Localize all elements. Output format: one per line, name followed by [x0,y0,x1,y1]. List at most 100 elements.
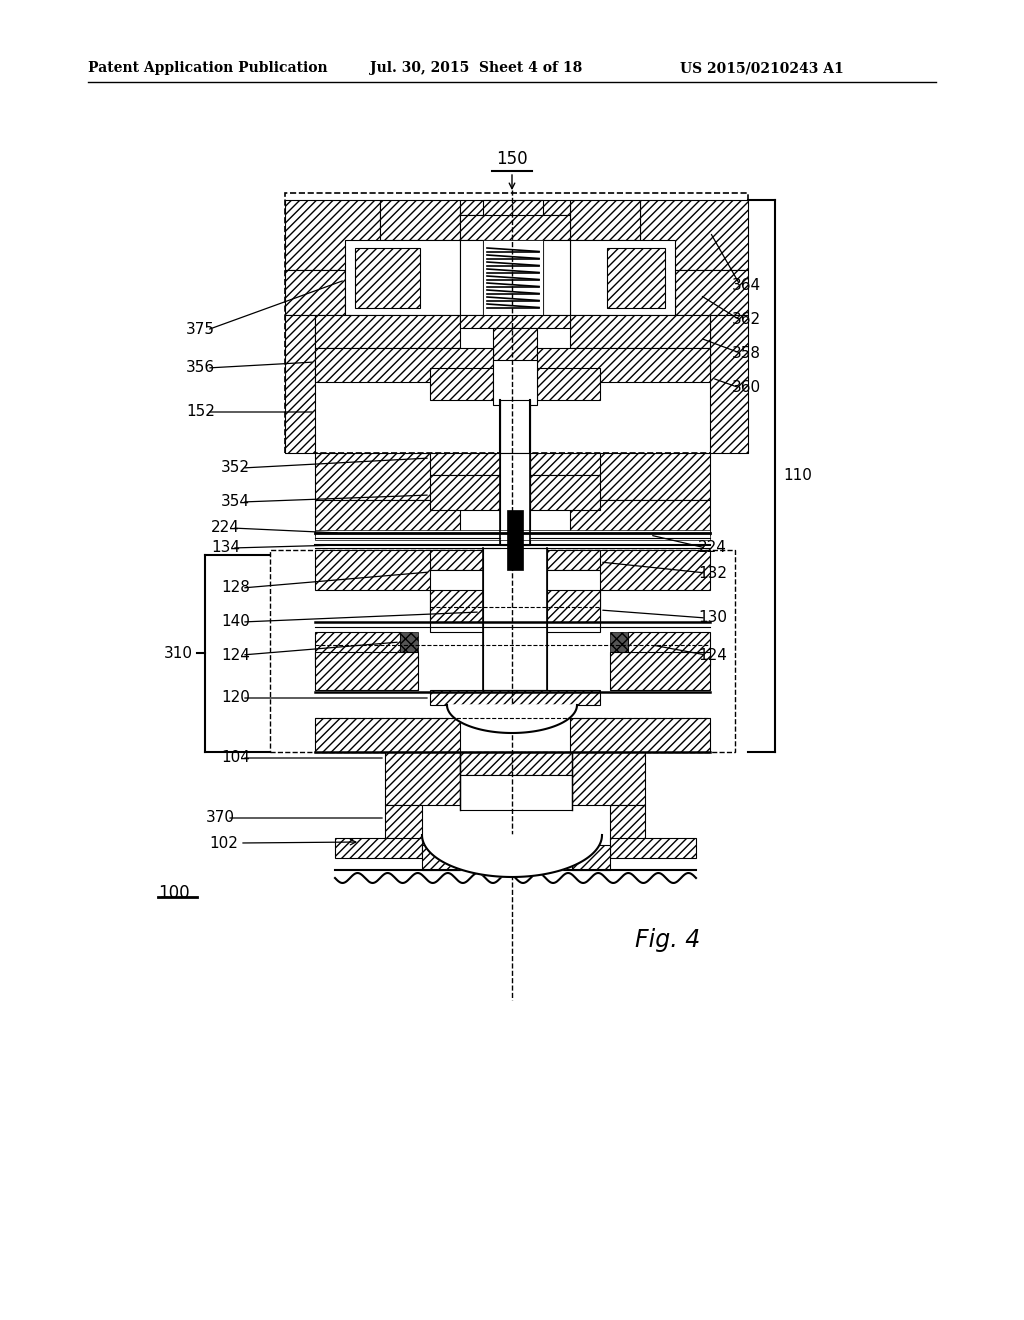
Bar [610,652,710,690]
Bar [385,752,460,805]
Bar [675,271,748,315]
Bar [285,193,748,453]
Text: 370: 370 [206,810,234,825]
Bar [460,201,570,215]
Bar [315,453,460,500]
Bar [572,845,610,870]
Bar [628,632,710,665]
Polygon shape [447,705,577,733]
Text: US 2015/0210243 A1: US 2015/0210243 A1 [680,61,844,75]
Bar [315,550,460,590]
Bar [570,201,640,240]
Bar [400,632,418,652]
Bar [460,240,483,315]
Bar [570,500,710,535]
Bar [430,453,500,475]
Bar [607,248,665,308]
Text: 362: 362 [732,313,761,327]
Bar [335,838,422,858]
Bar [572,752,645,805]
Bar [355,248,420,308]
Bar [385,805,422,843]
Text: 110: 110 [783,469,812,483]
Text: 124: 124 [698,648,727,663]
Bar [315,531,710,540]
Bar [285,201,380,271]
Bar [530,475,600,510]
Bar [543,240,570,315]
Bar [610,632,628,652]
Bar [315,500,460,535]
Text: 224: 224 [698,540,727,556]
Text: 130: 130 [698,610,727,626]
Text: 352: 352 [221,461,250,475]
Text: 120: 120 [221,690,250,705]
Text: Jul. 30, 2015  Sheet 4 of 18: Jul. 30, 2015 Sheet 4 of 18 [370,61,583,75]
Bar [710,315,748,453]
Bar [537,348,710,381]
Bar [285,271,345,315]
Bar [530,453,600,475]
Bar [460,775,572,810]
Bar [610,838,696,858]
Text: Fig. 4: Fig. 4 [635,928,700,952]
Text: 354: 354 [221,495,250,510]
Bar [483,240,543,315]
Bar [483,201,543,240]
Bar [640,201,748,271]
Bar [422,845,460,870]
Bar [380,201,460,240]
Text: 134: 134 [211,540,240,556]
Bar [570,315,710,348]
Bar [537,368,600,400]
Bar [570,453,710,500]
Bar [610,805,645,843]
Text: 100: 100 [158,884,189,902]
Bar [460,315,570,327]
Bar [315,315,460,348]
Bar [500,453,530,545]
Bar [460,215,570,240]
Text: 360: 360 [732,380,761,396]
Text: 224: 224 [211,520,240,536]
Bar [500,400,530,453]
Bar [570,240,675,315]
Bar [315,718,460,752]
Text: 310: 310 [164,645,193,660]
Bar [570,550,710,590]
Text: 356: 356 [186,360,215,375]
Bar [430,690,600,705]
Bar [507,510,523,570]
Bar [493,327,537,368]
Text: Patent Application Publication: Patent Application Publication [88,61,328,75]
Bar [430,475,500,510]
Text: 152: 152 [186,404,215,420]
Bar [315,348,493,381]
Text: 132: 132 [698,565,727,581]
Bar [430,590,500,622]
Bar [285,315,315,453]
Text: 150: 150 [497,150,527,168]
Bar [570,718,710,752]
Text: 102: 102 [209,836,238,850]
Text: 358: 358 [732,346,761,360]
Bar [430,570,600,632]
Bar [270,550,735,752]
Bar [315,652,418,690]
Bar [483,548,547,690]
Text: 104: 104 [221,751,250,766]
Text: 124: 124 [221,648,250,663]
Bar [430,368,493,400]
Bar [345,240,460,315]
Text: 364: 364 [732,277,761,293]
Bar [530,550,600,570]
Bar [530,590,600,622]
Bar [460,752,572,775]
Bar [430,550,500,570]
Bar [315,632,400,665]
Bar [493,360,537,405]
Text: 375: 375 [186,322,215,338]
Polygon shape [422,836,602,876]
Text: 140: 140 [221,615,250,630]
Text: 128: 128 [221,581,250,595]
